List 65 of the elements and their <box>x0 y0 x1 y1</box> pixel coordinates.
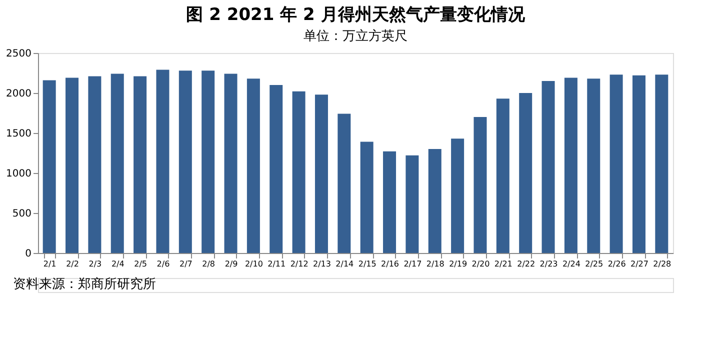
bar <box>270 85 283 253</box>
x-tick-label: 2/20 <box>472 260 490 268</box>
bar <box>202 70 215 253</box>
x-tick-label: 2/24 <box>562 260 580 268</box>
x-tick-label: 2/27 <box>630 260 648 268</box>
x-tick-label: 2/19 <box>449 260 468 268</box>
y-tick-label: 2000 <box>6 88 32 100</box>
bar <box>224 74 238 253</box>
bar <box>474 117 487 253</box>
bar <box>178 70 192 253</box>
y-tick-label: 1500 <box>6 128 32 140</box>
y-tick-label: 0 <box>25 248 32 260</box>
bar <box>451 138 464 253</box>
bar <box>587 78 600 253</box>
bar <box>292 91 306 253</box>
bar <box>383 151 396 253</box>
x-tick-label: 2/6 <box>156 260 170 268</box>
x-tick-label: 2/17 <box>404 260 422 268</box>
x-tick-label: 2/5 <box>134 260 147 268</box>
x-tick-label: 2/25 <box>585 260 604 268</box>
bar <box>632 75 646 253</box>
bar <box>134 76 147 253</box>
bar <box>406 155 419 253</box>
x-tick-label: 2/21 <box>494 260 512 268</box>
bar <box>338 114 351 253</box>
x-tick-label: 2/3 <box>88 260 102 268</box>
x-tick-label: 2/8 <box>202 260 216 268</box>
chart-title: 图 2 2021 年 2 月得州天然气产量变化情况 <box>186 5 526 25</box>
bar <box>428 149 442 253</box>
x-tick-label: 2/1 <box>43 260 56 268</box>
x-tick-label: 2/13 <box>313 260 331 268</box>
bar <box>496 98 510 253</box>
x-tick-label: 2/16 <box>381 260 399 268</box>
bar <box>519 93 532 253</box>
x-tick-label: 2/2 <box>66 260 79 268</box>
text: 资料来源：郑商所研究所 <box>13 277 156 292</box>
bar <box>564 78 578 253</box>
bar <box>42 80 56 253</box>
bar <box>88 76 102 253</box>
x-tick-label: 2/23 <box>540 260 558 268</box>
y-tick-label: 500 <box>12 208 32 220</box>
x-tick-label: 2/10 <box>244 260 263 268</box>
x-tick-label: 2/4 <box>111 260 124 268</box>
y-tick-label: 1000 <box>6 168 32 180</box>
bar <box>314 94 328 253</box>
chart-subtitle: 单位：万立方英尺 <box>304 28 408 44</box>
bar <box>246 78 260 253</box>
x-tick-label: 2/9 <box>224 260 238 268</box>
x-tick-label: 2/12 <box>290 260 308 268</box>
bar <box>610 74 623 253</box>
x-tick-label: 2/18 <box>426 260 444 268</box>
x-tick-label: 2/26 <box>608 260 626 268</box>
bar <box>66 78 79 253</box>
bar <box>655 74 668 253</box>
x-tick-label: 2/15 <box>358 260 376 268</box>
x-tick-label: 2/7 <box>179 260 192 268</box>
y-tick-label: 2500 <box>6 48 32 60</box>
x-tick-label: 2/28 <box>653 260 672 268</box>
x-tick-label: 2/22 <box>517 260 536 268</box>
x-tick-label: 2/11 <box>268 260 286 268</box>
bar <box>110 74 124 253</box>
bar <box>542 81 555 253</box>
x-tick-label: 2/14 <box>336 260 354 268</box>
bar <box>156 70 170 253</box>
bar <box>360 142 374 253</box>
